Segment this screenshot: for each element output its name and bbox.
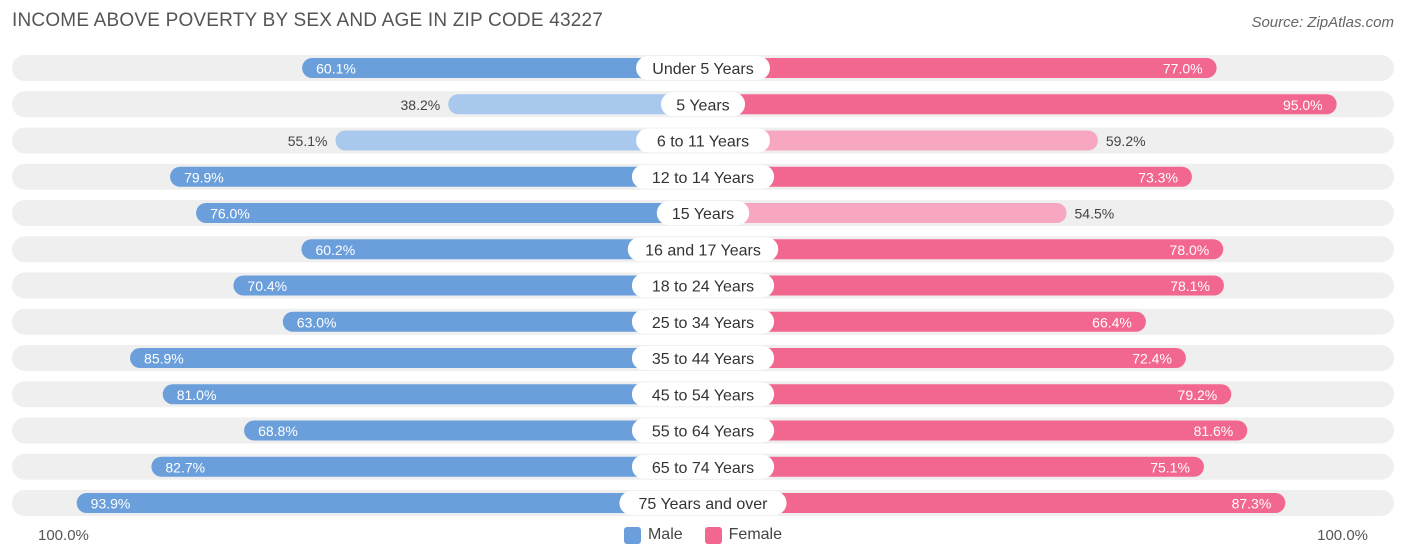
category-label: 18 to 24 Years <box>652 279 754 296</box>
category-label: 16 and 17 Years <box>645 242 761 259</box>
category-pill <box>631 346 775 370</box>
female-value-label: 54.5% <box>1075 206 1115 222</box>
legend-label-female: Female <box>728 526 783 543</box>
male-bar <box>244 420 703 441</box>
female-value-label: 87.3% <box>1232 496 1272 512</box>
female-bar <box>703 130 1098 151</box>
male-value-label: 85.9% <box>144 351 184 367</box>
axis-right-label: 100.0% <box>1317 527 1368 544</box>
category-label: 45 to 54 Years <box>652 387 754 404</box>
category-pill <box>631 273 775 298</box>
category-pill <box>636 128 770 153</box>
category-pill <box>660 92 746 117</box>
category-pill <box>631 454 775 479</box>
female-value-label: 72.4% <box>1132 351 1172 367</box>
category-label: 5 Years <box>676 97 729 114</box>
male-bar <box>130 348 703 368</box>
female-value-label: 77.0% <box>1163 61 1203 77</box>
female-bar <box>703 239 1224 260</box>
female-bar <box>703 203 1067 223</box>
female-value-label: 81.6% <box>1194 423 1234 439</box>
male-bar <box>335 130 703 151</box>
female-value-label: 95.0% <box>1283 97 1323 113</box>
category-pill <box>631 164 775 189</box>
female-bar <box>703 420 1248 441</box>
male-value-label: 70.4% <box>247 278 287 294</box>
category-label: 75 Years and over <box>639 496 769 513</box>
female-bar <box>703 493 1286 513</box>
male-bar <box>196 203 703 223</box>
axis-left-label: 100.0% <box>38 527 89 544</box>
male-value-label: 79.9% <box>184 169 224 185</box>
category-label: 55 to 64 Years <box>652 424 754 441</box>
male-value-label: 68.8% <box>258 423 298 439</box>
category-label: Under 5 Years <box>652 61 753 78</box>
category-label: 15 Years <box>672 206 734 223</box>
male-bar <box>162 384 704 405</box>
female-value-label: 78.1% <box>1170 278 1210 294</box>
category-label: 35 to 44 Years <box>652 351 754 368</box>
male-value-label: 81.0% <box>177 387 217 403</box>
category-pill <box>627 237 779 262</box>
female-value-label: 73.3% <box>1138 169 1178 185</box>
male-value-label: 63.0% <box>297 314 337 330</box>
female-value-label: 59.2% <box>1106 133 1146 149</box>
category-label: 12 to 14 Years <box>652 170 754 187</box>
male-value-label: 93.9% <box>91 496 131 512</box>
category-pill <box>619 491 787 515</box>
category-label: 6 to 11 Years <box>657 134 749 151</box>
male-value-label: 60.1% <box>316 61 356 77</box>
female-bar <box>703 275 1224 296</box>
male-bar <box>151 456 704 477</box>
legend: Male Female <box>0 524 1406 546</box>
legend-label-male: Male <box>647 526 683 543</box>
female-bar <box>703 94 1337 115</box>
male-bar <box>282 311 703 332</box>
female-value-label: 75.1% <box>1150 459 1190 475</box>
category-pill <box>631 309 775 334</box>
female-bar <box>703 456 1204 477</box>
category-pill <box>636 56 770 80</box>
legend-item-female[interactable]: Female <box>704 526 783 544</box>
legend-item-male[interactable]: Male <box>623 526 683 544</box>
male-value-label: 82.7% <box>165 459 205 475</box>
legend-swatch-female <box>704 526 722 544</box>
male-bar <box>233 275 703 296</box>
female-bar <box>703 166 1192 187</box>
chart-title: INCOME ABOVE POVERTY BY SEX AND AGE IN Z… <box>12 10 604 31</box>
male-value-label: 38.2% <box>401 97 441 113</box>
source-credit: Source: ZipAtlas.com <box>1251 14 1394 31</box>
male-bar <box>301 239 703 260</box>
male-value-label: 60.2% <box>315 242 355 258</box>
category-pill <box>656 201 750 225</box>
male-bar <box>448 94 703 115</box>
female-bar <box>703 384 1232 405</box>
category-label: 25 to 34 Years <box>652 315 754 332</box>
category-pill <box>631 418 775 443</box>
category-label: 65 to 74 Years <box>652 460 754 477</box>
female-bar <box>703 348 1186 368</box>
male-value-label: 55.1% <box>288 133 328 149</box>
category-pill <box>631 382 775 407</box>
male-value-label: 76.0% <box>210 206 250 222</box>
female-bar <box>703 58 1217 78</box>
female-value-label: 79.2% <box>1178 387 1218 403</box>
legend-swatch-male <box>623 526 641 544</box>
male-bar <box>170 166 703 187</box>
female-value-label: 78.0% <box>1170 242 1210 258</box>
male-bar <box>76 493 703 513</box>
male-bar <box>302 58 703 78</box>
female-value-label: 66.4% <box>1092 314 1132 330</box>
female-bar <box>703 311 1146 332</box>
